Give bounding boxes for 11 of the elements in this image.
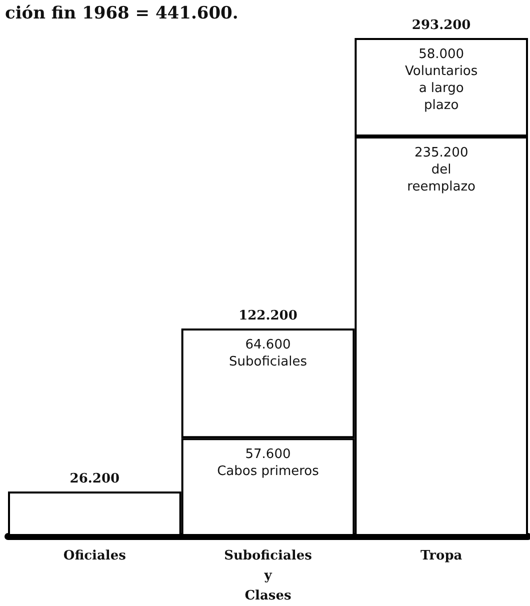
total-label: 293.200 [412,18,471,33]
total-label: 122.200 [238,308,298,324]
x-tick-label: Suboficiales y Clases [224,548,312,604]
data-label: 64.600 Suboficiales [229,337,308,370]
chart-title: ción fin 1968 = 441.600. [5,4,238,24]
data-label: 57.600 Cabos primeros [217,447,320,480]
x-tick-label: Tropa [420,548,463,564]
data-label: 235.200 del reemplazo [407,146,476,195]
total-label: 26.200 [70,472,120,486]
x-tick-label: Oficiales [63,548,126,564]
data-label: 58.000 Voluntarios a largo plazo [404,47,478,113]
